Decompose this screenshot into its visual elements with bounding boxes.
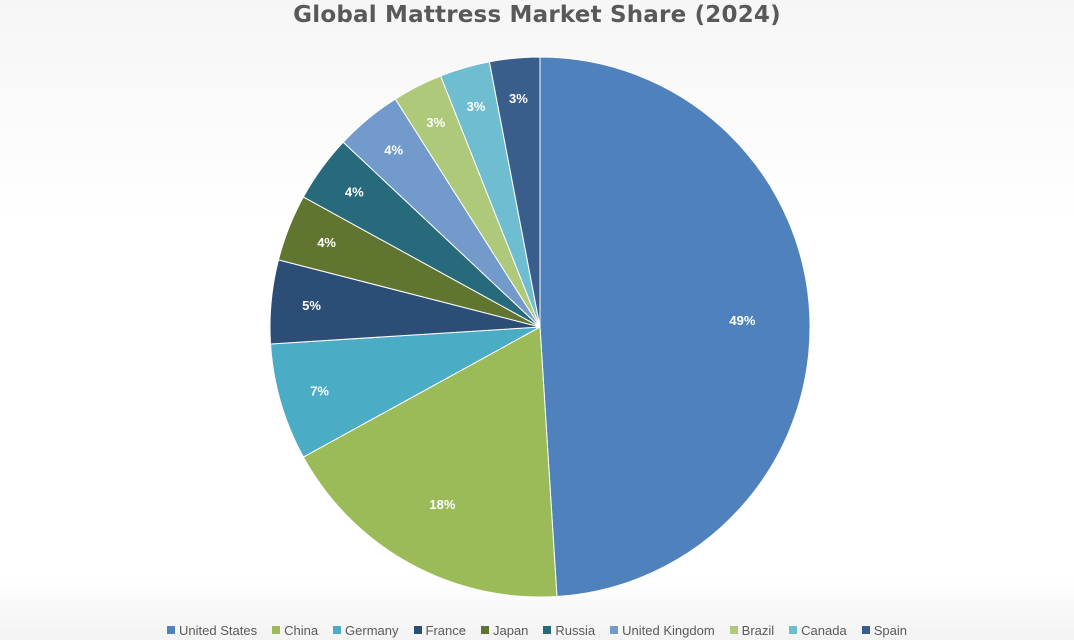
pie-slice-china	[302, 326, 558, 598]
legend-swatch	[861, 626, 870, 634]
legend-item-united-kingdom: United Kingdom	[610, 623, 715, 638]
legend-label: Germany	[345, 622, 399, 638]
pie-chart: 49% 18% 7% 5% 4% 4% 4% 3% 3% 3%	[269, 56, 811, 598]
legend-swatch	[729, 626, 738, 634]
legend-swatch	[272, 626, 281, 634]
legend-item-united-states: United States	[167, 623, 257, 638]
chart-title: Global Mattress Market Share (2024)	[293, 2, 781, 28]
legend-label: United Kingdom	[622, 622, 715, 638]
data-label-brazil: 3%	[426, 115, 445, 130]
legend-item-russia: Russia	[543, 623, 595, 638]
data-label-canada: 3%	[467, 99, 486, 114]
legend-label: France	[425, 622, 466, 638]
pie-slice-spain	[488, 56, 541, 328]
legend-label: Japan	[492, 622, 529, 638]
legend-label: Brazil	[741, 622, 775, 638]
legend-swatch	[333, 626, 342, 634]
legend-swatch	[610, 626, 619, 634]
legend-label: China	[284, 622, 319, 638]
data-label-united-states: 49%	[729, 313, 755, 328]
legend-label: United States	[179, 622, 258, 638]
legend-item-france: France	[413, 622, 466, 638]
data-label-china: 18%	[429, 497, 455, 512]
legend-label: Russia	[555, 622, 596, 638]
legend-swatch	[413, 626, 422, 634]
legend-item-japan: Japan	[480, 622, 529, 638]
legend: United States China Germany France Japan Russ…	[0, 620, 1074, 640]
data-label-united-kingdom: 4%	[384, 143, 403, 158]
data-label-spain: 3%	[509, 91, 528, 106]
legend-item-canada: Canada	[789, 623, 847, 638]
legend-item-china: China	[272, 623, 318, 638]
legend-item-germany: Germany	[333, 622, 399, 638]
data-label-france: 5%	[302, 298, 321, 313]
data-label-germany: 7%	[310, 384, 329, 399]
legend-swatch	[167, 626, 176, 634]
pie-slice-united-states	[539, 56, 811, 598]
legend-label: Spain	[873, 622, 907, 638]
pie-slice-germany	[269, 326, 541, 458]
legend-item-spain: Spain	[861, 622, 907, 638]
legend-item-brazil: Brazil	[729, 622, 775, 638]
data-label-russia: 4%	[345, 185, 364, 200]
legend-swatch	[543, 626, 552, 634]
data-label-japan: 4%	[317, 235, 336, 250]
legend-label: Canada	[801, 622, 847, 638]
legend-swatch	[789, 626, 798, 634]
legend-swatch	[480, 626, 489, 634]
